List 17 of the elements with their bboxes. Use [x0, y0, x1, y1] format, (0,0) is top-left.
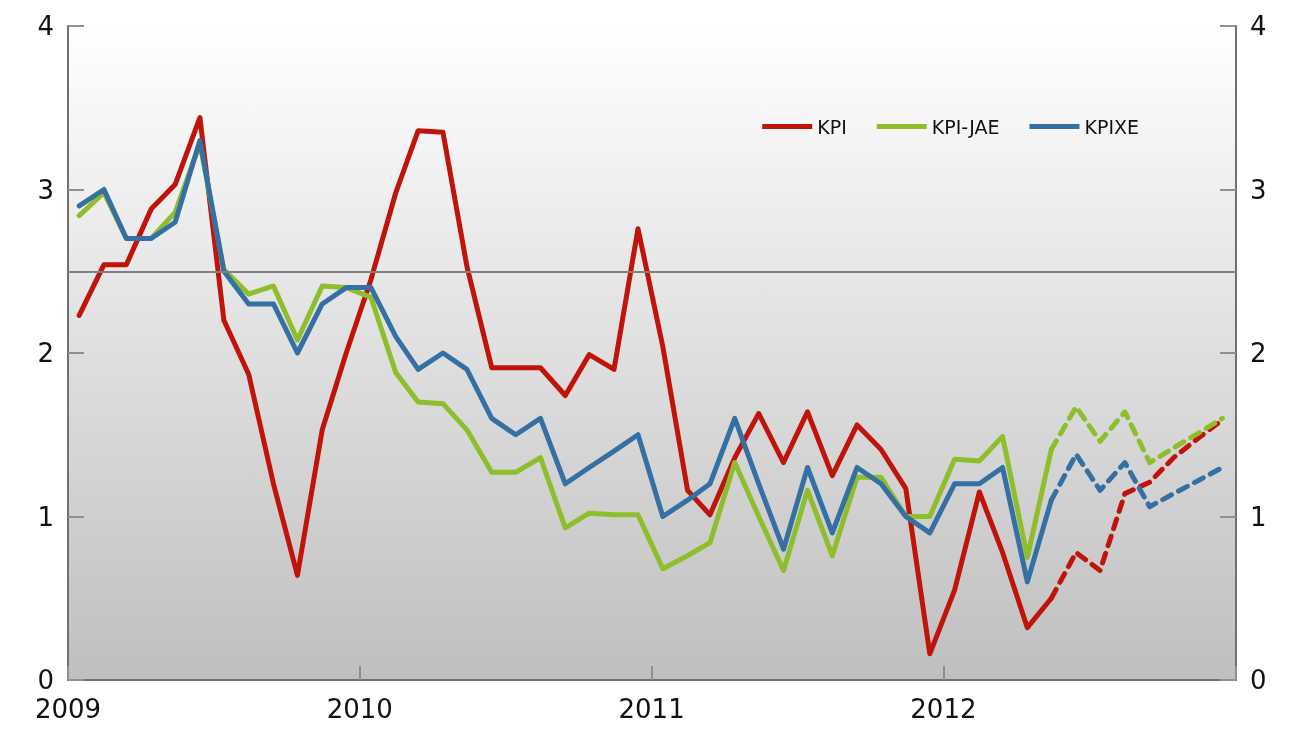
x-tick-label: 2012	[910, 694, 977, 724]
y2-tick-label: 4	[1250, 11, 1267, 41]
y-tick-label: 1	[37, 501, 54, 532]
x-tick-label: 2010	[326, 694, 393, 724]
y-tick-label: 4	[37, 11, 54, 41]
legend-label: KPIXE	[1084, 115, 1140, 138]
y-tick-label: 2	[37, 338, 54, 368]
y2-tick-label: 1	[1250, 501, 1267, 532]
x-tick-label: 2011	[618, 694, 685, 724]
legend-label: KPI-JAE	[931, 115, 1000, 138]
y2-tick-label: 3	[1250, 174, 1267, 205]
y2-tick-label: 2	[1250, 338, 1267, 368]
y2-tick-label: 0	[1250, 665, 1267, 695]
y-tick-label: 3	[37, 174, 54, 205]
y-tick-label: 0	[37, 665, 54, 695]
x-tick-label: 2009	[34, 694, 102, 724]
legend-label: KPI	[817, 115, 847, 138]
